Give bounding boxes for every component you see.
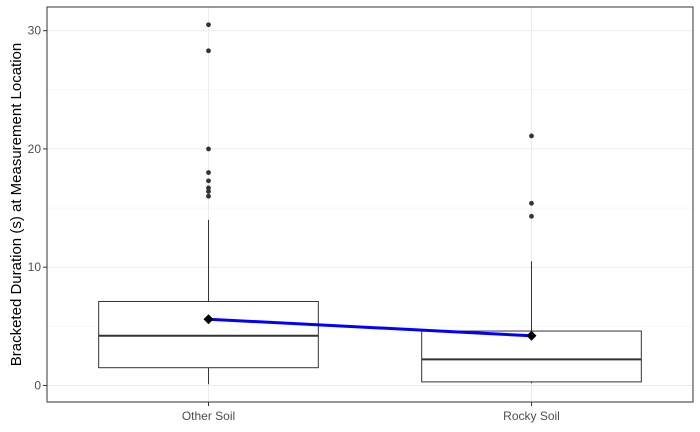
y-axis-ticks: 0 10 20 30 xyxy=(28,24,47,392)
outlier-point xyxy=(529,133,534,139)
outlier-point xyxy=(206,22,211,28)
mean-marker xyxy=(526,330,537,341)
outlier-point xyxy=(206,178,211,184)
y-axis-title: Bracketed Duration (s) at Measurement Lo… xyxy=(8,43,25,367)
mean-marker xyxy=(203,314,214,325)
box-group xyxy=(98,22,319,385)
box-group xyxy=(421,133,642,384)
outlier-point xyxy=(206,170,211,175)
means-layer xyxy=(203,314,537,341)
boxes-layer xyxy=(98,22,642,385)
x-tick-label: Other Soil xyxy=(182,409,235,423)
x-axis-ticks: Other Soil Rocky Soil xyxy=(182,402,560,423)
outlier-point xyxy=(206,185,211,191)
box-iqr xyxy=(421,330,642,383)
y-tick-label: 0 xyxy=(34,378,41,392)
y-tick-label: 10 xyxy=(28,260,42,274)
y-tick-label: 30 xyxy=(28,24,42,38)
outlier-point xyxy=(206,193,211,199)
outlier-point xyxy=(529,213,534,219)
outlier-point xyxy=(529,200,534,206)
panel-border xyxy=(46,6,694,403)
box-iqr xyxy=(98,300,319,369)
outlier-point xyxy=(206,146,211,152)
outlier-point xyxy=(206,48,211,54)
mean-line xyxy=(208,317,532,338)
x-tick-label: Rocky Soil xyxy=(503,409,560,423)
y-tick-label: 20 xyxy=(28,142,42,156)
outlier-point xyxy=(206,189,211,194)
